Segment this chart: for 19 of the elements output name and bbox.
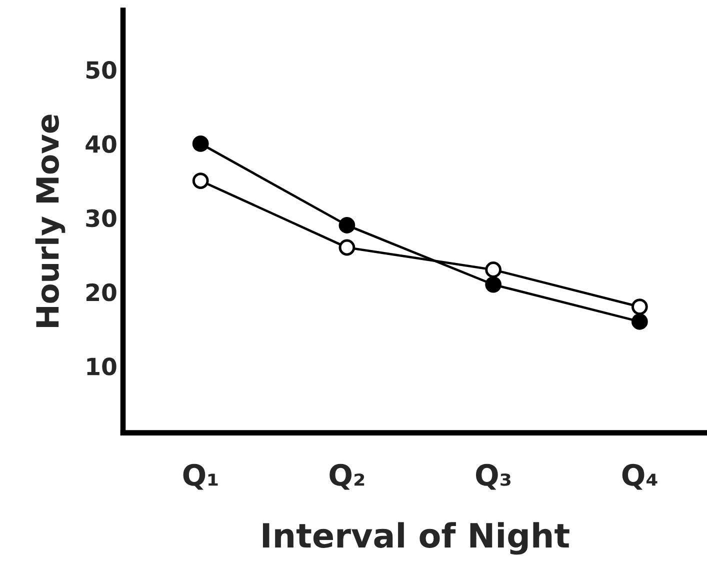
x-axis-title: Interval of Night [262,522,570,555]
y-tick-label: 20 [86,283,116,302]
point [631,298,648,315]
point [631,313,648,330]
y-tick-label: 50 [86,61,116,79]
point [338,217,356,234]
y-tick-label: 10 [87,358,116,376]
x-tick-label: Q₂ [330,464,364,490]
x-tick-label: Q₄ [622,464,658,490]
point [192,136,209,152]
x-tick-label: Q₃ [476,464,511,490]
x-tick-label: Q₁ [183,464,218,490]
point [338,239,356,256]
point [192,172,209,189]
y-axis-title: Hourly Move [35,114,66,327]
y-tick-label: 40 [86,135,116,154]
y-tick-label: 30 [86,209,116,228]
point [485,262,502,278]
point [485,276,502,293]
